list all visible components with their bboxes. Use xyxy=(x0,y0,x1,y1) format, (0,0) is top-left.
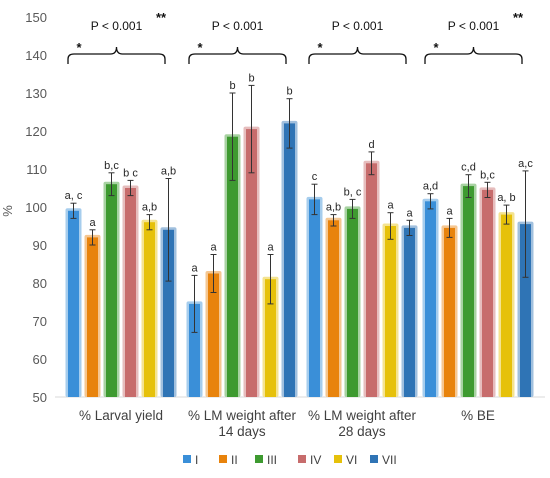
bar xyxy=(444,227,455,397)
legend-swatch xyxy=(219,455,227,463)
bar xyxy=(163,229,174,397)
legend-swatch xyxy=(298,455,306,463)
p-value-label: P < 0.001 xyxy=(448,19,500,33)
significance-letter: a,b xyxy=(161,166,176,178)
significance-letter: a,b xyxy=(326,202,341,214)
bar xyxy=(520,224,531,397)
significance-brace xyxy=(67,46,166,64)
significance-letter: a xyxy=(267,242,274,254)
significance-letter: c xyxy=(312,171,318,183)
significance-letter: a xyxy=(210,242,217,254)
bar xyxy=(208,273,219,397)
legend-swatch xyxy=(183,455,191,463)
bar xyxy=(87,237,98,397)
y-tick-label: 80 xyxy=(33,276,47,291)
bar xyxy=(68,210,79,397)
significance-star-left: * xyxy=(76,40,82,55)
bar xyxy=(425,201,436,397)
legend-label: IV xyxy=(310,453,321,467)
legend-label: III xyxy=(267,453,277,467)
bar xyxy=(463,186,474,397)
p-value-label: P < 0.001 xyxy=(91,19,143,33)
significance-letter: d xyxy=(368,139,374,151)
legend-label: I xyxy=(195,453,198,467)
y-axis-title: % xyxy=(0,205,15,217)
bar xyxy=(284,123,295,398)
x-category-label: % LM weight after xyxy=(308,408,417,423)
bar xyxy=(404,227,415,397)
p-value-label: P < 0.001 xyxy=(332,19,384,33)
significance-letter: b xyxy=(286,86,292,98)
significance-brace xyxy=(188,46,287,64)
y-tick-label: 150 xyxy=(25,10,47,25)
significance-letter: b xyxy=(229,80,235,92)
x-category-label: 14 days xyxy=(218,424,266,439)
bar xyxy=(482,189,493,397)
significance-letter: b,c xyxy=(480,169,495,181)
significance-star-left: * xyxy=(433,40,439,55)
y-tick-label: 100 xyxy=(25,200,47,215)
bar xyxy=(246,129,257,397)
significance-letter: a xyxy=(89,217,96,229)
p-value-label: P < 0.001 xyxy=(212,19,264,33)
bar xyxy=(501,214,512,397)
y-tick-label: 70 xyxy=(33,314,47,329)
legend-swatch xyxy=(334,455,342,463)
bar xyxy=(144,222,155,397)
y-tick-label: 90 xyxy=(33,238,47,253)
legend-swatch xyxy=(255,455,263,463)
significance-brace xyxy=(308,46,407,64)
significance-letter: a,b xyxy=(142,202,157,214)
significance-letter: a xyxy=(446,205,453,217)
bar xyxy=(189,303,200,397)
x-category-label: 28 days xyxy=(338,424,386,439)
significance-letter: a, c xyxy=(65,190,83,202)
legend-label: II xyxy=(231,453,238,467)
bar xyxy=(265,279,276,397)
significance-letter: b, c xyxy=(344,186,362,198)
legend-label: VI xyxy=(346,453,357,467)
significance-star-right: ** xyxy=(513,10,524,25)
bar xyxy=(347,208,358,397)
significance-star-right: ** xyxy=(156,10,167,25)
significance-letter: a xyxy=(387,200,394,212)
significance-letter: a xyxy=(406,207,413,219)
significance-star-left: * xyxy=(317,40,323,55)
significance-letter: b xyxy=(248,72,254,84)
significance-letter: c,d xyxy=(461,162,476,174)
bar xyxy=(106,184,117,397)
legend-swatch xyxy=(370,455,378,463)
bar xyxy=(366,163,377,397)
bar xyxy=(309,199,320,397)
y-tick-label: 140 xyxy=(25,48,47,63)
significance-brace xyxy=(424,46,523,64)
x-category-label: % Larval yield xyxy=(79,408,163,423)
significance-star-left: * xyxy=(197,40,203,55)
significance-letter: b c xyxy=(123,167,138,179)
bar xyxy=(328,220,339,397)
legend-label: VII xyxy=(382,453,397,467)
x-category-label: % BE xyxy=(461,408,495,423)
y-tick-label: 120 xyxy=(25,124,47,139)
bar xyxy=(385,226,396,397)
significance-letter: a xyxy=(191,262,198,274)
y-tick-label: 50 xyxy=(33,390,47,405)
y-tick-label: 130 xyxy=(25,86,47,101)
significance-letter: b,c xyxy=(104,160,119,172)
bar xyxy=(125,188,136,397)
y-tick-label: 60 xyxy=(33,352,47,367)
bar xyxy=(227,136,238,397)
significance-letter: a,d xyxy=(423,181,438,193)
y-tick-label: 110 xyxy=(26,162,47,177)
x-category-label: % LM weight after xyxy=(188,408,297,423)
significance-letter: a, b xyxy=(497,192,515,204)
significance-letter: a,c xyxy=(518,158,533,170)
